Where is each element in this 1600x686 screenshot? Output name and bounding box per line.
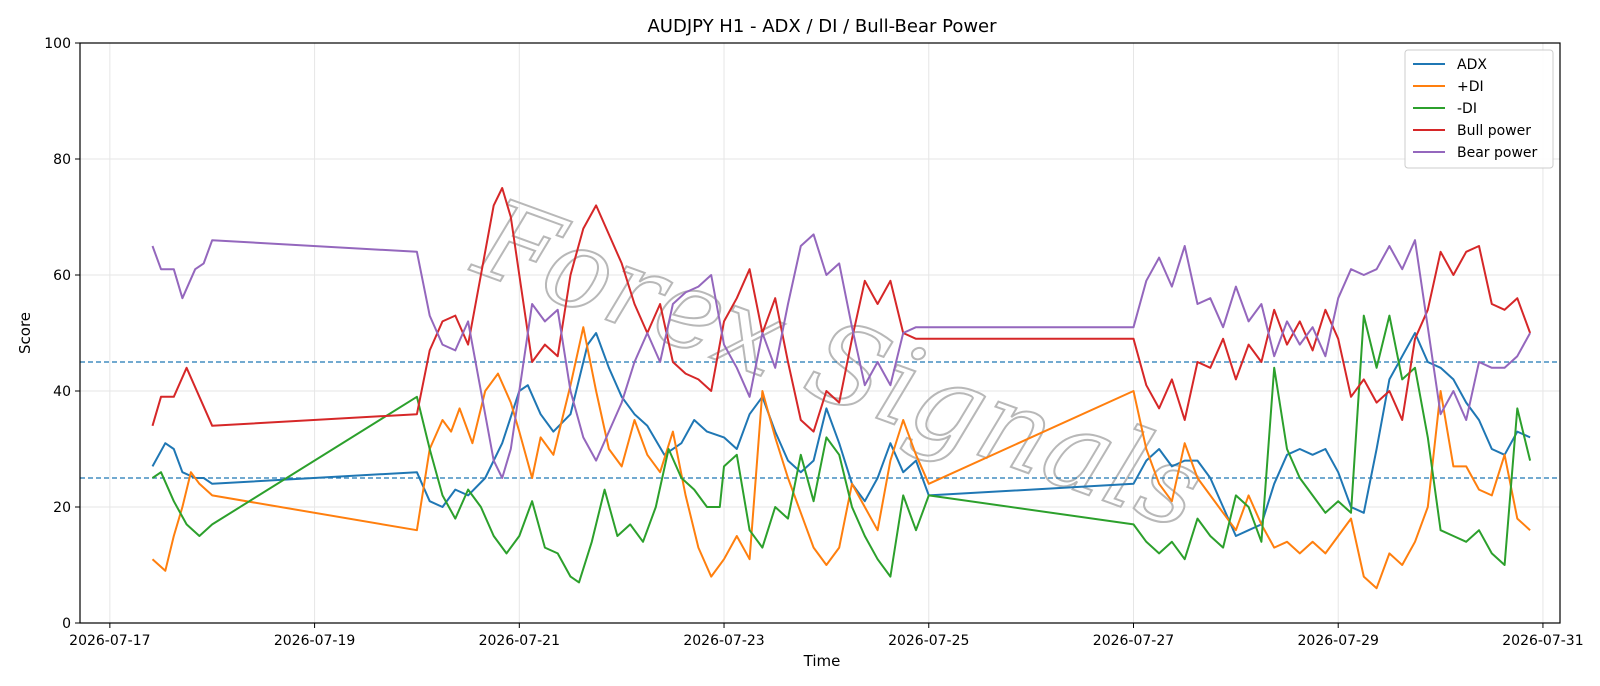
y-tick-label: 20 — [53, 500, 71, 516]
legend: ADX +DI -DI Bull power Bear power — [1404, 49, 1554, 169]
y-axis-ticks: 0 20 40 60 80 100 — [44, 36, 80, 632]
x-tick-label: 2026-07-25 — [888, 633, 969, 649]
reference-lines — [80, 361, 1560, 479]
series-line-bear-power — [151, 233, 1531, 479]
x-axis-title: Time — [803, 652, 841, 670]
x-tick-label: 2026-07-19 — [274, 633, 355, 649]
grid-lines — [80, 42, 1560, 624]
legend-label: +DI — [1457, 79, 1484, 95]
legend-label: -DI — [1457, 101, 1477, 117]
series-line-di — [151, 314, 1532, 584]
legend-box — [1404, 49, 1554, 169]
legend-label: ADX — [1457, 57, 1487, 73]
series-line-di — [151, 326, 1531, 590]
chart-title: AUDJPY H1 - ADX / DI / Bull-Bear Power — [647, 16, 997, 37]
x-tick-label: 2026-07-27 — [1093, 633, 1174, 649]
x-tick-label: 2026-07-29 — [1298, 633, 1379, 649]
legend-label: Bull power — [1457, 123, 1531, 139]
y-tick-label: 60 — [53, 268, 71, 284]
x-tick-label: 2026-07-23 — [683, 633, 764, 649]
y-tick-label: 40 — [53, 384, 71, 400]
plot-frame — [79, 42, 1561, 624]
x-tick-label: 2026-07-21 — [479, 633, 560, 649]
x-tick-label: 2026-07-17 — [69, 633, 150, 649]
y-tick-label: 80 — [53, 152, 71, 168]
y-axis-title: Score — [16, 312, 34, 354]
y-tick-label: 100 — [44, 36, 71, 52]
legend-label: Bear power — [1457, 145, 1538, 161]
x-tick-label: 2026-07-31 — [1502, 633, 1583, 649]
x-axis-ticks: 2026-07-17 2026-07-19 2026-07-21 2026-07-23… — [69, 623, 1584, 649]
series-line-bull-power — [151, 187, 1532, 433]
y-tick-label: 0 — [62, 616, 71, 632]
series-line-adx — [151, 332, 1531, 537]
series-lines — [151, 187, 1532, 590]
